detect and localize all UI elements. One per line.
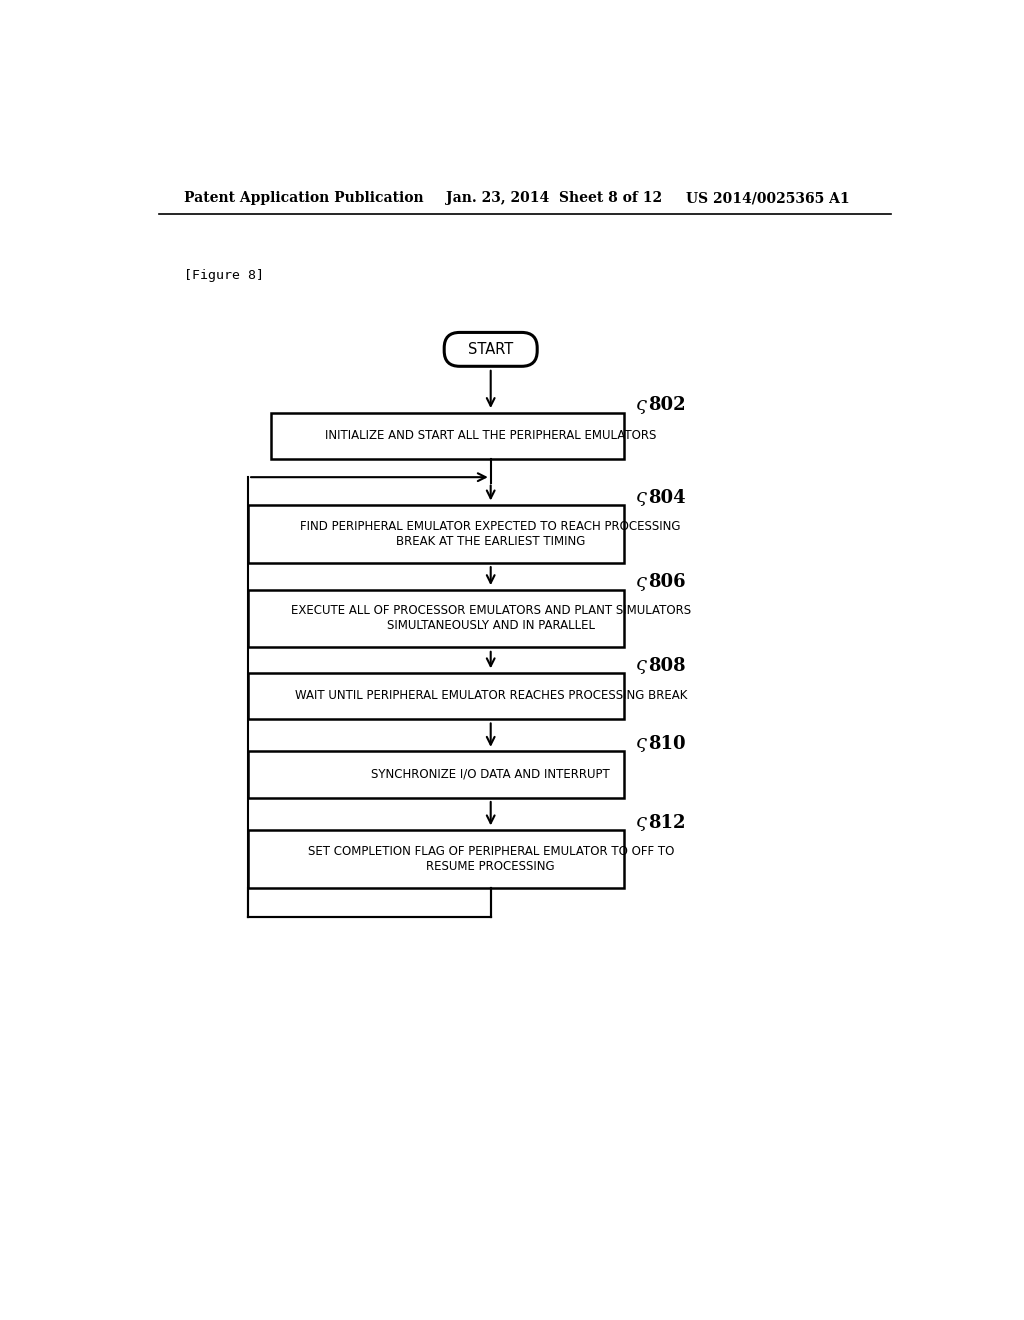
Text: ς: ς (636, 734, 646, 752)
Bar (248, 673, 624, 719)
Text: [Figure 8]: [Figure 8] (183, 269, 264, 282)
Text: Patent Application Publication: Patent Application Publication (183, 191, 424, 206)
Text: ς: ς (636, 396, 646, 413)
Bar (248, 506, 624, 562)
Text: INITIALIZE AND START ALL THE PERIPHERAL EMULATORS: INITIALIZE AND START ALL THE PERIPHERAL … (325, 429, 656, 442)
Text: 802: 802 (648, 396, 686, 414)
Text: Jan. 23, 2014  Sheet 8 of 12: Jan. 23, 2014 Sheet 8 of 12 (445, 191, 662, 206)
Text: 812: 812 (648, 813, 685, 832)
Text: WAIT UNTIL PERIPHERAL EMULATOR REACHES PROCESSING BREAK: WAIT UNTIL PERIPHERAL EMULATOR REACHES P… (295, 689, 687, 702)
Bar (271, 412, 624, 459)
Bar (248, 830, 624, 887)
Text: ς: ς (636, 656, 646, 673)
Text: 804: 804 (648, 488, 686, 507)
Text: 806: 806 (648, 573, 686, 591)
Text: 808: 808 (648, 656, 686, 675)
Text: FIND PERIPHERAL EMULATOR EXPECTED TO REACH PROCESSING
BREAK AT THE EARLIEST TIMI: FIND PERIPHERAL EMULATOR EXPECTED TO REA… (300, 520, 681, 548)
Text: SET COMPLETION FLAG OF PERIPHERAL EMULATOR TO OFF TO
RESUME PROCESSING: SET COMPLETION FLAG OF PERIPHERAL EMULAT… (307, 845, 674, 873)
Text: SYNCHRONIZE I/O DATA AND INTERRUPT: SYNCHRONIZE I/O DATA AND INTERRUPT (372, 768, 610, 781)
Bar (248, 590, 624, 647)
Text: ς: ς (636, 813, 646, 830)
FancyBboxPatch shape (444, 333, 538, 367)
Text: US 2014/0025365 A1: US 2014/0025365 A1 (686, 191, 850, 206)
Text: ς: ς (636, 488, 646, 506)
Bar (248, 751, 624, 797)
Text: START: START (468, 342, 513, 356)
Text: EXECUTE ALL OF PROCESSOR EMULATORS AND PLANT SIMULATORS
SIMULTANEOUSLY AND IN PA: EXECUTE ALL OF PROCESSOR EMULATORS AND P… (291, 605, 691, 632)
Text: 810: 810 (648, 735, 686, 754)
Text: ς: ς (636, 573, 646, 590)
